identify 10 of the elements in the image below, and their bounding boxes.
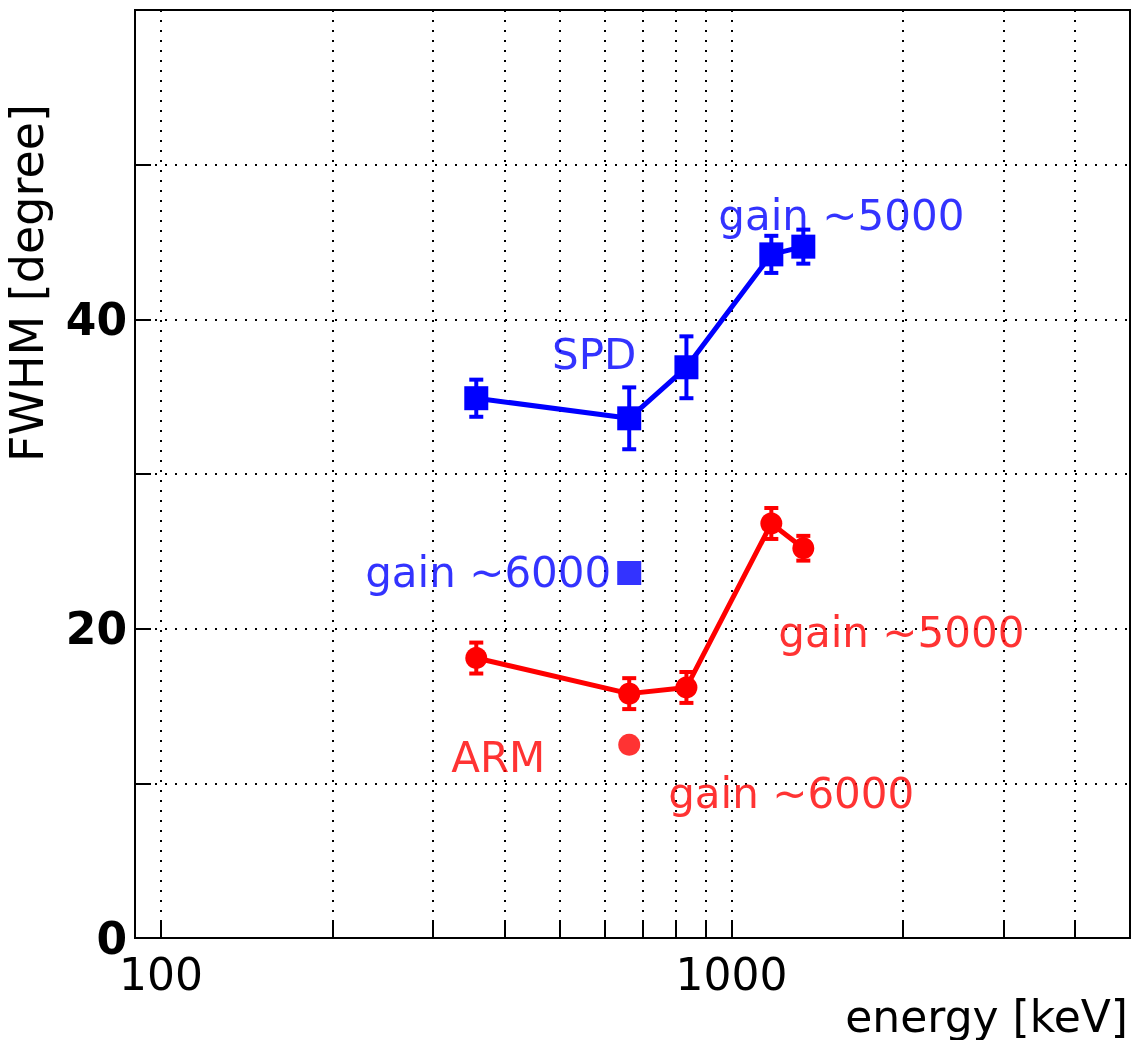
annotation: SPD bbox=[552, 329, 637, 379]
y-tick-label: 20 bbox=[65, 603, 127, 655]
y-axis-title: FWHM [degree] bbox=[0, 104, 54, 462]
annotation: gain ~5000 bbox=[778, 607, 1025, 657]
annotation: gain ~6000 bbox=[365, 548, 612, 598]
x-tick-label: 1000 bbox=[675, 948, 788, 1000]
y-tick-label: 40 bbox=[65, 293, 127, 345]
annotation: gain ~5000 bbox=[718, 191, 965, 241]
annotation: gain ~6000 bbox=[668, 769, 915, 819]
annotation: ARM bbox=[451, 733, 546, 783]
